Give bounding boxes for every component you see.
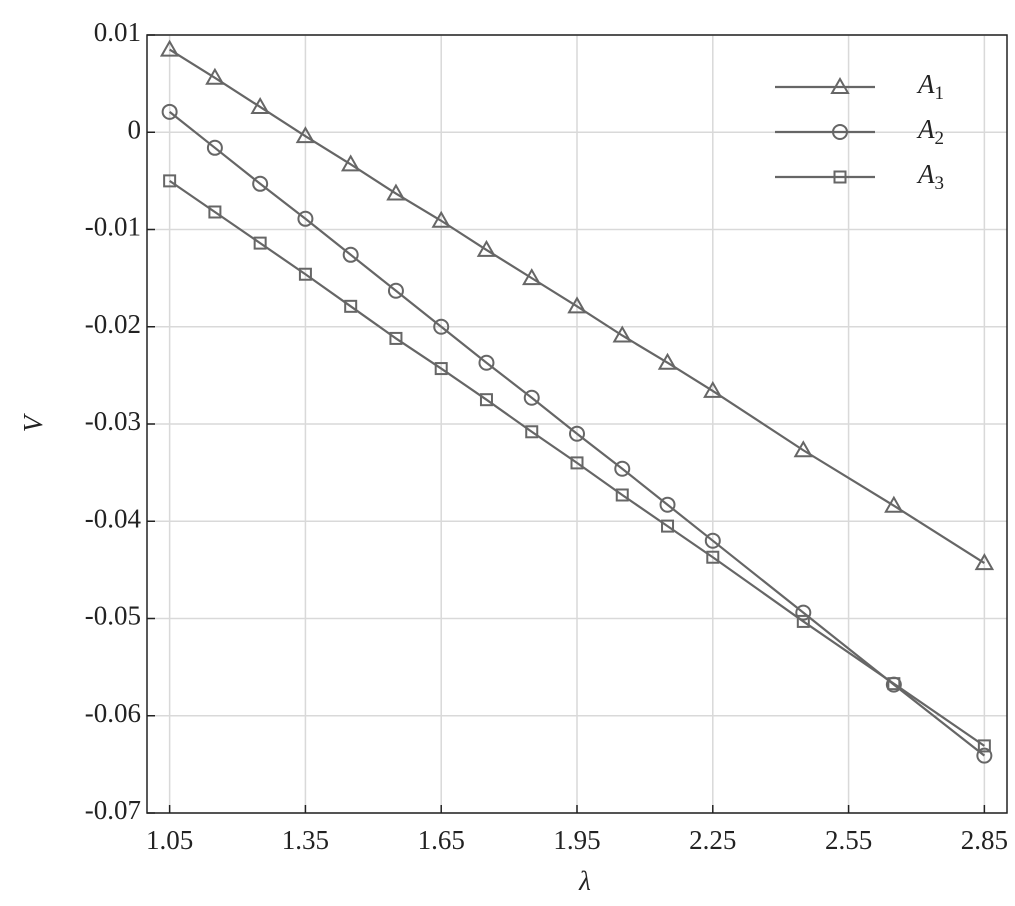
marker xyxy=(253,236,267,250)
marker xyxy=(434,362,448,376)
marker xyxy=(295,126,316,144)
x-tick-label: 1.35 xyxy=(282,825,329,855)
marker xyxy=(525,425,539,439)
series-line xyxy=(169,48,985,564)
marker xyxy=(386,183,406,201)
marker xyxy=(161,103,178,120)
marker xyxy=(344,299,358,313)
y-tick-label: 0.01 xyxy=(94,17,141,47)
marker xyxy=(431,210,451,228)
marker xyxy=(567,296,587,314)
marker xyxy=(479,393,493,407)
y-tick-label: -0.05 xyxy=(85,601,141,631)
marker xyxy=(615,488,629,502)
marker xyxy=(340,154,361,172)
x-axis-label: λ xyxy=(578,866,591,896)
series-line xyxy=(168,110,986,757)
marker xyxy=(703,380,723,398)
legend-label: A3 xyxy=(916,159,944,194)
marker xyxy=(661,519,675,533)
marker xyxy=(163,174,177,188)
marker xyxy=(706,550,720,564)
marker xyxy=(252,175,269,192)
marker xyxy=(974,553,995,571)
marker xyxy=(659,496,676,513)
marker xyxy=(657,352,678,370)
marker xyxy=(342,246,359,263)
x-tick-label: 1.95 xyxy=(553,825,600,855)
marker xyxy=(793,440,814,458)
marker xyxy=(433,318,450,335)
marker xyxy=(523,389,540,406)
marker xyxy=(206,139,223,156)
marker xyxy=(389,331,403,345)
marker xyxy=(796,614,810,628)
y-tick-label: -0.04 xyxy=(85,503,142,533)
marker xyxy=(476,239,497,257)
marker xyxy=(614,460,631,477)
marker xyxy=(205,67,225,85)
x-tick-label: 1.05 xyxy=(146,825,193,855)
marker xyxy=(478,354,495,371)
marker xyxy=(612,325,632,343)
marker xyxy=(250,96,270,114)
x-tick-label: 1.65 xyxy=(418,825,465,855)
legend-label: A1 xyxy=(916,69,944,104)
marker xyxy=(977,739,991,753)
y-tick-label: -0.01 xyxy=(85,212,141,242)
y-tick-label: -0.07 xyxy=(85,795,141,825)
marker xyxy=(569,425,585,442)
marker xyxy=(884,495,904,513)
marker xyxy=(887,677,901,691)
marker xyxy=(704,532,721,549)
marker xyxy=(832,124,848,140)
series-line xyxy=(169,179,985,747)
marker xyxy=(208,205,222,219)
marker xyxy=(976,747,993,764)
marker xyxy=(833,170,847,184)
plot-frame xyxy=(146,34,1008,814)
marker xyxy=(570,456,584,470)
y-tick-label: 0 xyxy=(128,114,142,144)
marker xyxy=(297,210,314,227)
x-tick-label: 2.25 xyxy=(689,825,736,855)
y-axis-label: V xyxy=(18,412,48,432)
x-tick-label: 2.55 xyxy=(825,825,872,855)
marker xyxy=(387,282,404,299)
y-tick-label: -0.06 xyxy=(85,698,141,728)
legend-label: A2 xyxy=(916,114,944,149)
marker xyxy=(830,76,850,94)
x-tick-label: 2.85 xyxy=(961,825,1008,855)
y-tick-label: -0.02 xyxy=(85,309,141,339)
marker xyxy=(298,267,312,281)
y-tick-label: -0.03 xyxy=(85,406,141,436)
marker xyxy=(522,268,542,286)
marker xyxy=(159,39,180,57)
marker xyxy=(795,604,812,621)
